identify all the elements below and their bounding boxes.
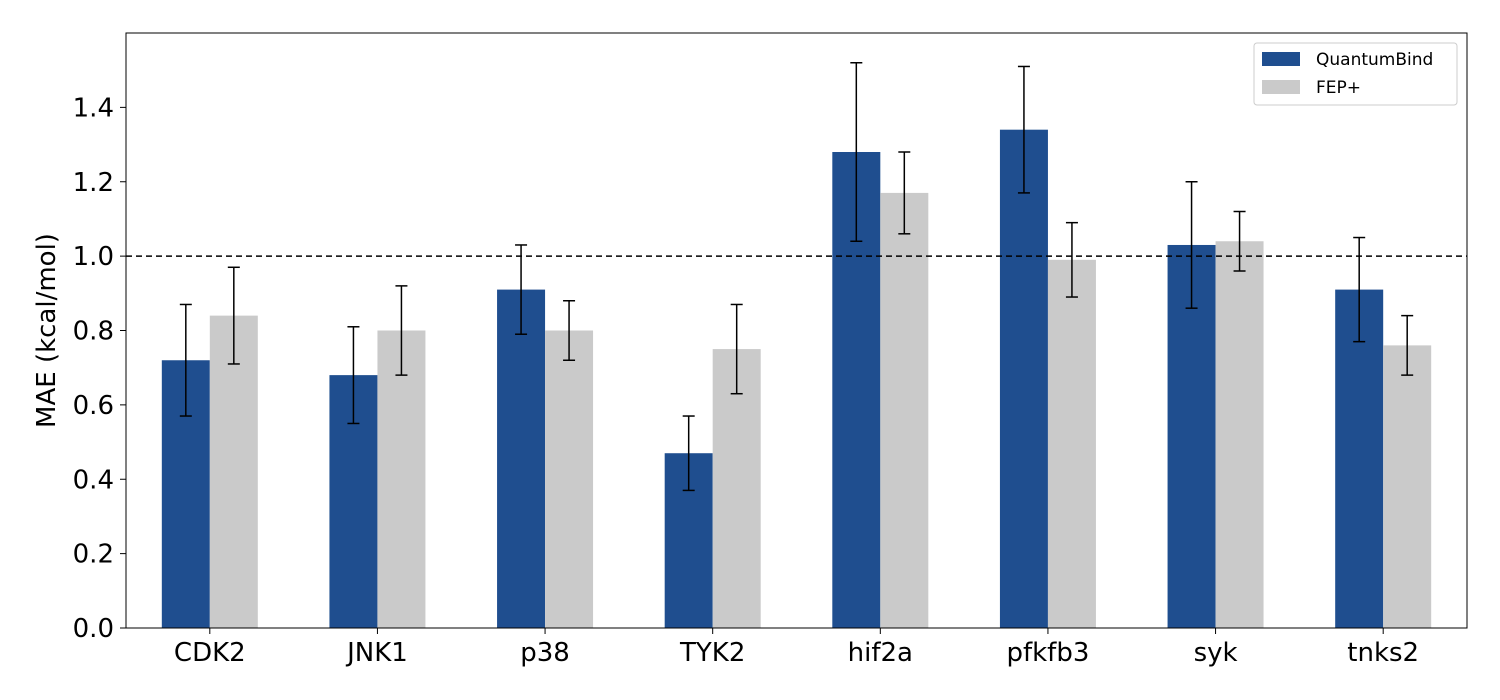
bar-quantumbind-pfkfb3: [999, 129, 1048, 628]
errorbar-quantumbind-cdk2: [179, 303, 192, 417]
bar-fep-tnks2: [1383, 345, 1432, 628]
legend: QuantumBind FEP+: [1253, 42, 1458, 106]
y-axis-label: MAE (kcal/mol): [32, 233, 62, 428]
x-tick-label-tyk2: TYK2: [679, 638, 745, 668]
x-tick-label-tnks2: tnks2: [1347, 638, 1419, 668]
bar-fep-syk: [1215, 241, 1264, 628]
errorbar-fep-tyk2: [730, 303, 743, 395]
y-tick-label: 0.8: [73, 317, 114, 347]
legend-label-fep: FEP+: [1316, 78, 1361, 98]
y-tick-label: 1.2: [73, 168, 114, 198]
x-axis: CDK2 JNK1 p38 TYK2 hif2a pfkfb3 syk tnks2: [174, 628, 1419, 668]
y-tick-label: 0.0: [73, 614, 114, 644]
bar-quantumbind-tnks2: [1335, 289, 1384, 628]
y-tick-label: 1.4: [73, 93, 114, 123]
y-tick-label: 0.6: [73, 391, 114, 421]
bar-quantumbind-p38: [497, 289, 546, 628]
errorbar-fep-pfkfb3: [1065, 221, 1078, 298]
y-tick-label: 1.0: [73, 242, 114, 272]
errorbar-quantumbind-p38: [515, 244, 528, 335]
x-tick-label-pfkfb3: pfkfb3: [1006, 638, 1089, 668]
bar-fep-jnk1: [377, 330, 426, 628]
y-axis: 0.0 0.2 0.4 0.6 0.8 1.0 1.2 1.4: [73, 93, 126, 644]
bar-fep-hif2a: [880, 192, 929, 628]
bar-fep-tyk2: [712, 349, 761, 628]
x-tick-label-syk: syk: [1194, 638, 1238, 668]
y-tick-label: 0.2: [73, 540, 114, 570]
legend-box: [1253, 42, 1458, 106]
bars-layer: [161, 129, 1432, 628]
errorbar-quantumbind-pfkfb3: [1017, 65, 1030, 194]
legend-swatch-quantumbind: [1262, 52, 1300, 66]
legend-label-quantumbind: QuantumBind: [1316, 50, 1433, 70]
errorbar-quantumbind-tnks2: [1353, 236, 1366, 343]
errorbar-fep-hif2a: [898, 151, 911, 235]
errorbar-quantumbind-syk: [1185, 181, 1198, 309]
bar-fep-p38: [545, 330, 594, 628]
errorbar-quantumbind-tyk2: [682, 415, 695, 492]
errorbar-fep-tnks2: [1401, 314, 1414, 376]
y-tick-label: 0.4: [73, 465, 114, 495]
x-tick-label-cdk2: CDK2: [174, 638, 246, 668]
bar-fep-cdk2: [209, 315, 258, 628]
errorbar-fep-syk: [1233, 210, 1246, 272]
plot-frame: [125, 32, 1468, 629]
errorbars-layer: [179, 62, 1414, 492]
errorbar-fep-p38: [563, 300, 576, 361]
errorbar-fep-cdk2: [227, 266, 240, 365]
x-tick-label-hif2a: hif2a: [848, 638, 913, 668]
x-tick-label-jnk1: JNK1: [345, 638, 408, 668]
legend-swatch-fep: [1262, 80, 1300, 94]
errorbar-quantumbind-hif2a: [850, 62, 863, 242]
errorbar-quantumbind-jnk1: [347, 326, 360, 425]
errorbar-fep-jnk1: [395, 285, 408, 376]
bar-fep-pfkfb3: [1047, 259, 1096, 628]
x-tick-label-p38: p38: [520, 638, 570, 668]
